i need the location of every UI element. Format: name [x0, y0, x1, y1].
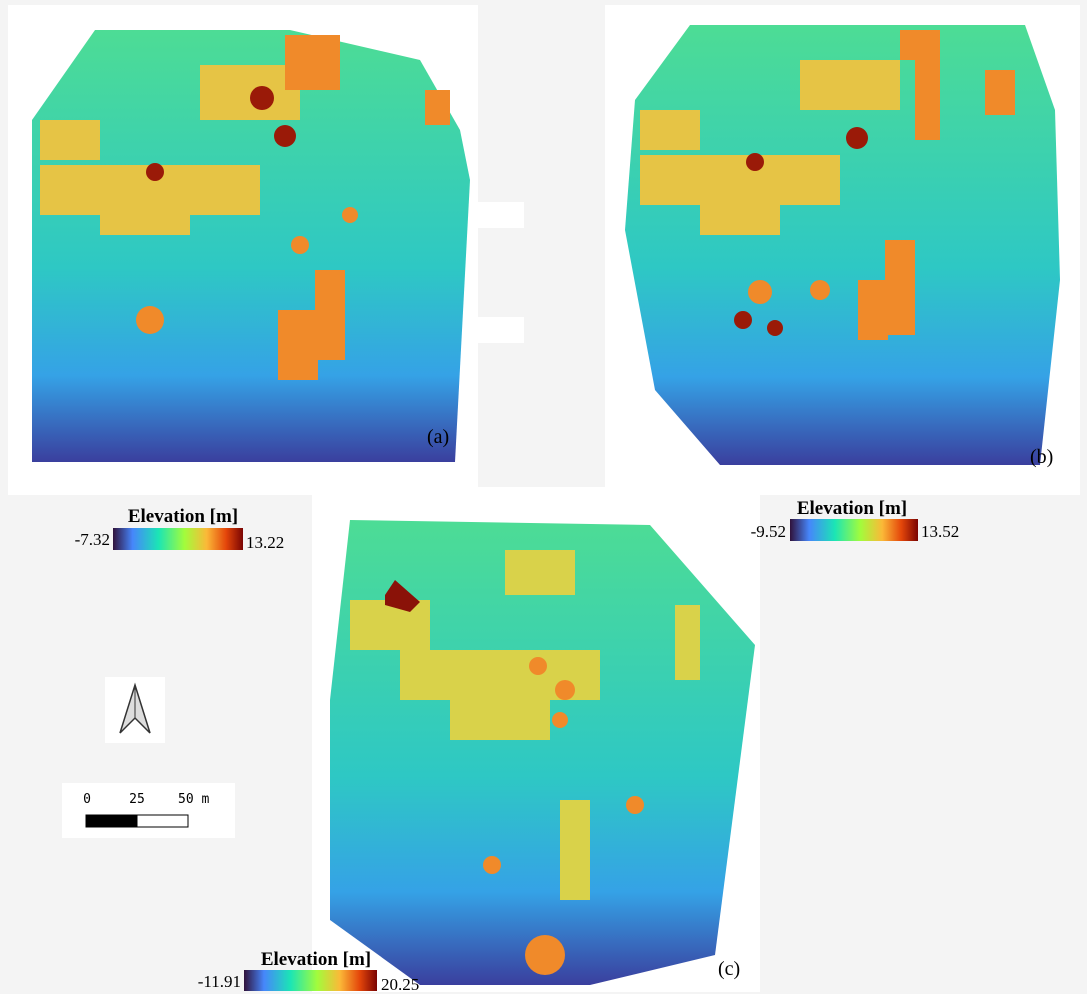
legend-min: -11.91 [198, 972, 241, 991]
colorbar [790, 519, 918, 541]
legend-title: Elevation [m] [128, 506, 238, 527]
panel-label: (a) [427, 426, 449, 448]
scale-label: 25 [129, 792, 145, 807]
colorbar [113, 528, 243, 550]
scale-label: 50 m [178, 792, 209, 807]
legend-max: 13.52 [921, 522, 959, 541]
legend-title: Elevation [m] [261, 949, 371, 970]
panel-label: (c) [718, 958, 740, 980]
spacer [478, 317, 524, 343]
north-arrow [105, 677, 165, 743]
legend-b: Elevation [m] -9.52 13.52 [751, 498, 960, 541]
legend-max: 20.25 [381, 975, 419, 994]
scale-bar: 0 25 50 m [62, 783, 235, 838]
spacer [478, 202, 524, 228]
panel-b: (b) [605, 5, 1080, 495]
panel-label: (b) [1030, 446, 1053, 468]
legend-a: Elevation [m] -7.32 13.22 [75, 506, 285, 552]
figure: (a) (b) [0, 0, 1087, 994]
colorbar [244, 970, 377, 991]
panel-c: (c) [312, 487, 760, 992]
legend-max: 13.22 [246, 533, 284, 552]
legend-title: Elevation [m] [797, 498, 907, 519]
scale-label: 0 [83, 792, 91, 807]
panel-a: (a) [8, 5, 478, 495]
legend-min: -7.32 [75, 530, 110, 549]
legend-min: -9.52 [751, 522, 786, 541]
